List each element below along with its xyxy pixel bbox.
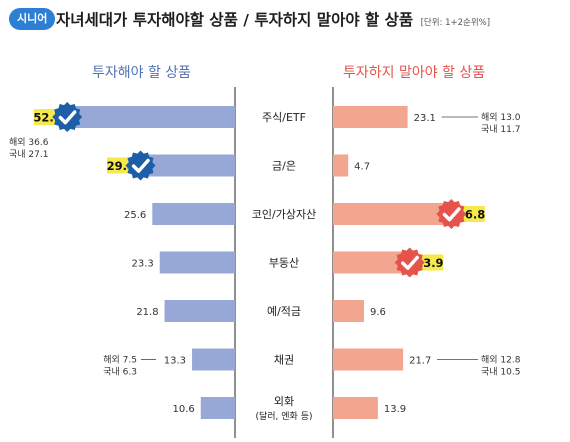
breakdown-label: 해외 7.5 (103, 354, 137, 366)
breakdown-label: 국내 27.1 (9, 149, 48, 160)
check-icon (442, 207, 461, 222)
right-bar (333, 348, 404, 371)
title-text: 자녀세대가 투자해야할 상품 / 투자하지 말아야 할 상품 (56, 11, 414, 29)
breakdown-label: 해외 13.0 (481, 111, 521, 123)
right-bar (333, 300, 365, 322)
right-bar-value: 23.9 (415, 256, 443, 270)
left-bar-value: 52.1 (33, 111, 61, 125)
category-note: (달러, 엔화 등) (255, 410, 312, 422)
right-bar-value: 13.9 (384, 404, 406, 415)
verified-badge-icon (436, 199, 467, 229)
right-bar-value: 4.7 (354, 162, 370, 173)
left-bar-value: 21.8 (136, 307, 158, 318)
left-bar (159, 251, 235, 274)
right-bar (333, 203, 452, 225)
left-bar (164, 300, 235, 322)
category-label: 외화 (274, 395, 294, 408)
category-label: 부동산 (269, 257, 299, 270)
left-bar-value: 25.6 (124, 210, 146, 221)
left-bar-value: 29.4 (107, 159, 135, 173)
breakdown-label: 국내 10.5 (481, 367, 520, 378)
right-bar-value: 23.1 (414, 113, 436, 124)
category-label: 코인/가상자산 (252, 208, 316, 221)
left-panel-title: 투자해야 할 상품 (92, 65, 192, 81)
left-bar-value: 13.3 (164, 356, 186, 367)
right-bar (333, 154, 349, 177)
breakdown-label: 국내 6.3 (103, 367, 137, 378)
left-bar (192, 348, 235, 371)
left-bar-value: 10.6 (172, 404, 194, 415)
verified-badge-icon (394, 247, 425, 278)
left-bar (200, 397, 235, 419)
breakdown-label: 국내 11.7 (481, 124, 520, 135)
category-label: 채권 (274, 354, 294, 367)
check-icon (401, 255, 419, 270)
right-bar-value: 21.7 (409, 356, 431, 367)
right-bar-value: 36.8 (457, 208, 485, 222)
verified-badge-icon (52, 102, 83, 132)
unit-label: [단위: 1+2순위%] (420, 18, 491, 28)
right-bar-value: 9.6 (370, 307, 386, 318)
right-panel-title: 투자하지 말아야 할 상품 (343, 65, 486, 81)
check-icon (131, 158, 150, 173)
left-bar (152, 203, 235, 225)
breakdown-label: 해외 36.6 (9, 136, 49, 148)
left-bar-value: 23.3 (131, 259, 153, 270)
category-label: 주식/ETF (262, 111, 306, 124)
senior-tag: 시니어 (9, 8, 56, 30)
right-bar (333, 251, 411, 274)
category-label: 예/적금 (267, 305, 301, 318)
breakdown-label: 해외 12.8 (481, 354, 521, 366)
left-bar (66, 106, 235, 128)
right-bar (333, 397, 378, 419)
left-bar (140, 154, 235, 177)
verified-badge-icon (125, 150, 156, 181)
right-bar (333, 106, 408, 128)
check-icon (58, 110, 77, 125)
chart-title: 자녀세대가 투자해야할 상품 / 투자하지 말아야 할 상품 [단위: 1+2순… (56, 8, 490, 35)
category-label: 금/은 (272, 160, 296, 173)
